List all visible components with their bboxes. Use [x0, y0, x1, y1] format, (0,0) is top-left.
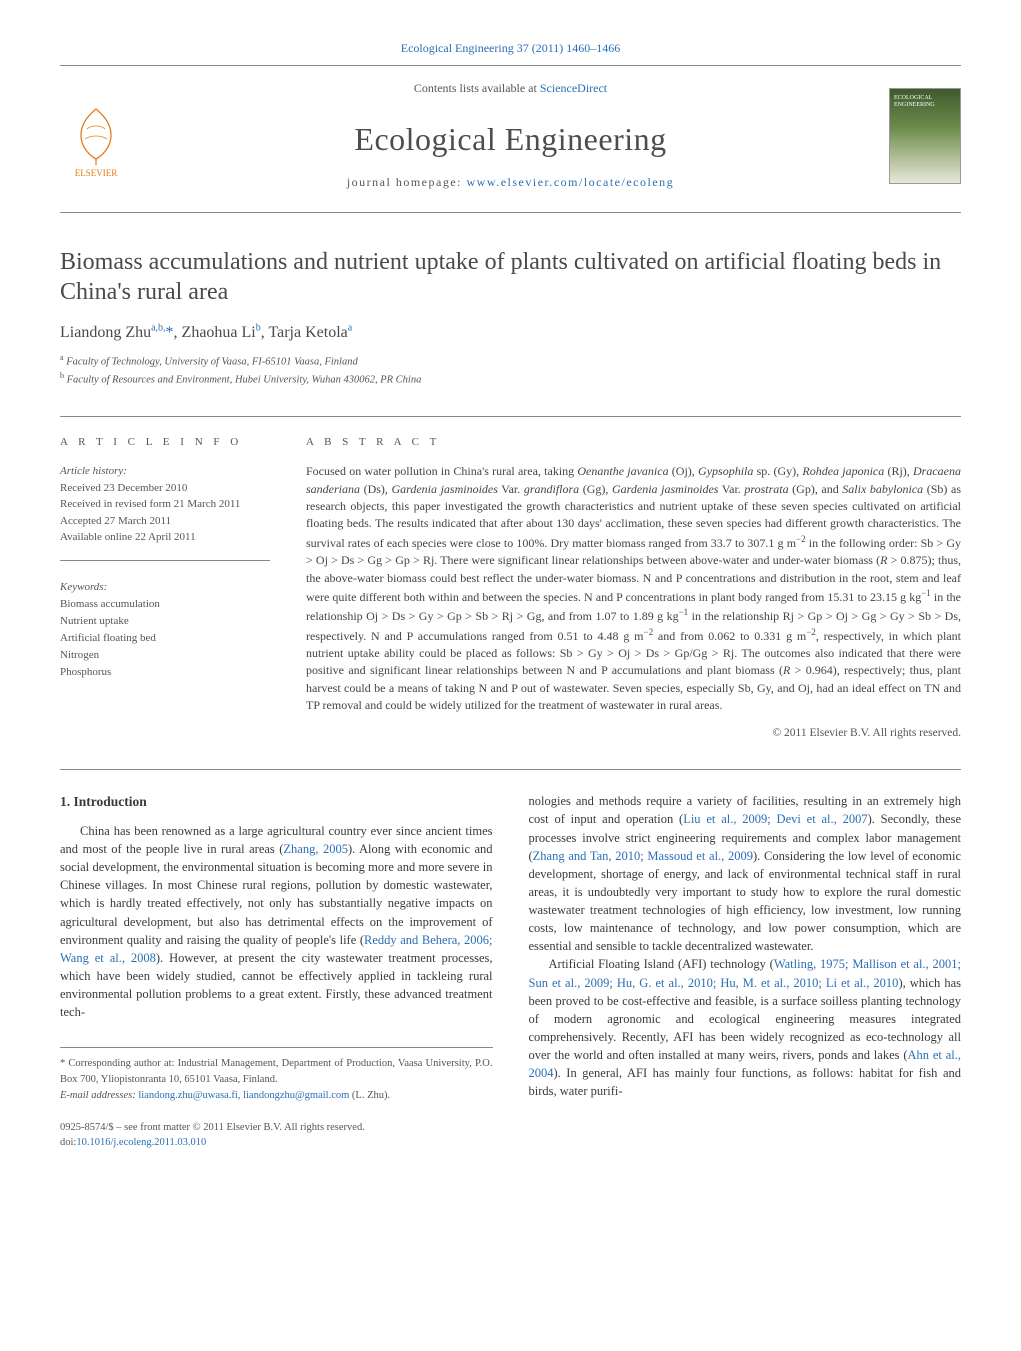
intro-heading: 1. Introduction [60, 792, 493, 812]
body-col-left: 1. Introduction China has been renowned … [60, 792, 493, 1151]
article-title: Biomass accumulations and nutrient uptak… [60, 247, 961, 307]
history-online: Available online 22 April 2011 [60, 531, 196, 543]
doi-line: doi:10.1016/j.ecoleng.2011.03.010 [60, 1135, 493, 1151]
contents-prefix: Contents lists available at [414, 81, 540, 95]
masthead-center: Contents lists available at ScienceDirec… [132, 80, 889, 191]
history-revised: Received in revised form 21 March 2011 [60, 498, 240, 510]
elsevier-logo: ELSEVIER [60, 92, 132, 180]
email-link[interactable]: liandong.zhu@uwasa.fi, liandongzhu@gmail… [138, 1090, 349, 1101]
affiliation-b: b Faculty of Resources and Environment, … [60, 370, 961, 388]
abstract-label: a b s t r a c t [306, 435, 961, 451]
email-tail: (L. Zhu). [349, 1090, 390, 1101]
keyword-0: Biomass accumulation [60, 598, 160, 610]
elsevier-label: ELSEVIER [75, 167, 118, 180]
intro-p3: Artificial Floating Island (AFI) technol… [529, 955, 962, 1100]
affil-sup-b: b [60, 371, 64, 380]
history-label: Article history: [60, 465, 127, 477]
journal-name: Ecological Engineering [150, 116, 871, 162]
doi-block: 0925-8574/$ – see front matter © 2011 El… [60, 1120, 493, 1152]
journal-cover-thumb: ECOLOGICAL ENGINEERING [889, 88, 961, 184]
article-info-label: a r t i c l e i n f o [60, 435, 270, 451]
email-label: E-mail addresses: [60, 1090, 136, 1101]
cover-thumb-title: ECOLOGICAL ENGINEERING [894, 95, 956, 108]
title-block: Biomass accumulations and nutrient uptak… [60, 247, 961, 389]
affil-sup-a: a [60, 353, 64, 362]
sciencedirect-link[interactable]: ScienceDirect [540, 81, 607, 95]
keywords-block: Keywords: Biomass accumulation Nutrient … [60, 579, 270, 681]
article-info-col: a r t i c l e i n f o Article history: R… [60, 435, 270, 741]
rule-top [60, 65, 961, 66]
keyword-4: Phosphorus [60, 666, 111, 678]
affiliations: a Faculty of Technology, University of V… [60, 352, 961, 389]
body-columns: 1. Introduction China has been renowned … [60, 769, 961, 1151]
affiliation-a: a Faculty of Technology, University of V… [60, 352, 961, 370]
abstract-copyright: © 2011 Elsevier B.V. All rights reserved… [306, 725, 961, 742]
affil-text-a: Faculty of Technology, University of Vaa… [66, 356, 358, 367]
keywords-label: Keywords: [60, 581, 107, 593]
body-col-right: nologies and methods require a variety o… [529, 792, 962, 1151]
journal-masthead: ELSEVIER Contents lists available at Sci… [60, 72, 961, 205]
corr-author-note: * Corresponding author at: Industrial Ma… [60, 1056, 493, 1088]
footnote-block: * Corresponding author at: Industrial Ma… [60, 1047, 493, 1103]
front-matter-line: 0925-8574/$ – see front matter © 2011 El… [60, 1120, 493, 1136]
doi-link[interactable]: 10.1016/j.ecoleng.2011.03.010 [76, 1137, 206, 1148]
doi-prefix: doi: [60, 1137, 76, 1148]
email-line: E-mail addresses: liandong.zhu@uwasa.fi,… [60, 1088, 493, 1104]
authors: Liandong Zhua,b,*, Zhaohua Lib, Tarja Ke… [60, 321, 961, 344]
abstract-col: a b s t r a c t Focused on water polluti… [306, 435, 961, 741]
journal-homepage: journal homepage: www.elsevier.com/locat… [150, 174, 871, 191]
citation-link[interactable]: Ecological Engineering 37 (2011) 1460–14… [401, 41, 621, 55]
homepage-prefix: journal homepage: [347, 175, 467, 189]
elsevier-tree-icon [69, 105, 123, 167]
info-abstract-row: a r t i c l e i n f o Article history: R… [60, 416, 961, 741]
abstract-text: Focused on water pollution in China's ru… [306, 463, 961, 714]
journal-citation: Ecological Engineering 37 (2011) 1460–14… [60, 40, 961, 57]
history-received: Received 23 December 2010 [60, 482, 187, 494]
history-block: Article history: Received 23 December 20… [60, 463, 270, 546]
contents-line: Contents lists available at ScienceDirec… [150, 80, 871, 97]
rule-info-mid [60, 560, 270, 561]
history-accepted: Accepted 27 March 2011 [60, 515, 171, 527]
homepage-link[interactable]: www.elsevier.com/locate/ecoleng [466, 175, 674, 189]
keyword-2: Artificial floating bed [60, 632, 156, 644]
affil-text-b: Faculty of Resources and Environment, Hu… [67, 375, 422, 386]
intro-p1: China has been renowned as a large agric… [60, 822, 493, 1021]
rule-masthead-bottom [60, 212, 961, 213]
keyword-3: Nitrogen [60, 649, 99, 661]
intro-p2: nologies and methods require a variety o… [529, 792, 962, 955]
keyword-1: Nutrient uptake [60, 615, 129, 627]
